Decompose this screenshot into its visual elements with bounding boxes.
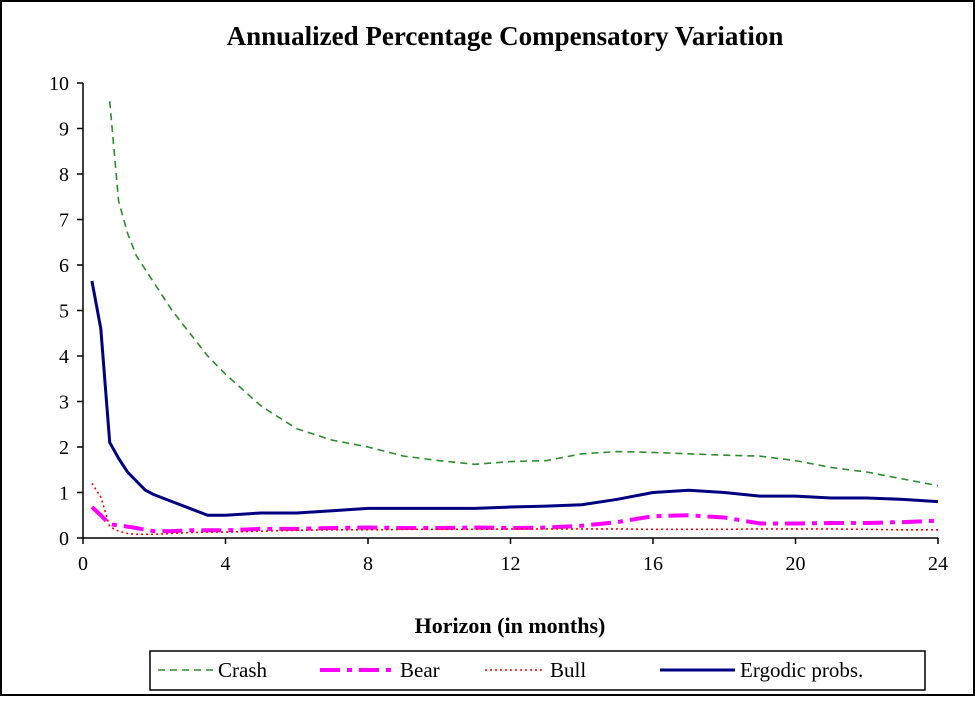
series-line [108, 101, 939, 487]
plot-area [90, 101, 939, 536]
legend-label: Bull [550, 658, 586, 682]
x-tick-label: 12 [501, 553, 521, 575]
y-tick-label: 4 [59, 346, 69, 368]
y-tick-label: 0 [59, 528, 69, 550]
series-line [90, 505, 939, 534]
y-tick-label: 7 [59, 210, 69, 232]
y-tick-label: 5 [59, 301, 69, 323]
x-tick-label: 24 [928, 553, 948, 575]
y-tick-label: 3 [59, 392, 69, 414]
x-tick-label: 8 [363, 553, 373, 575]
y-tick-label: 9 [59, 119, 69, 141]
series-line [90, 280, 939, 517]
legend-label: Crash [218, 658, 267, 682]
y-tick-label: 8 [59, 164, 69, 186]
y-tick-label: 1 [59, 483, 69, 505]
x-tick-label: 20 [786, 553, 806, 575]
chart-title: Annualized Percentage Compensatory Varia… [227, 21, 784, 51]
x-tick-label: 0 [78, 553, 88, 575]
x-tick-label: 4 [221, 553, 231, 575]
series-line [91, 482, 938, 536]
legend-label: Ergodic probs. [740, 658, 863, 682]
y-tick-label: 10 [49, 73, 69, 95]
legend-box [149, 650, 926, 691]
y-tick-label: 6 [59, 255, 69, 277]
x-axis-label: Horizon (in months) [415, 613, 606, 638]
x-tick-label: 16 [643, 553, 663, 575]
y-tick-label: 2 [59, 437, 69, 459]
legend-label: Bear [400, 658, 440, 682]
